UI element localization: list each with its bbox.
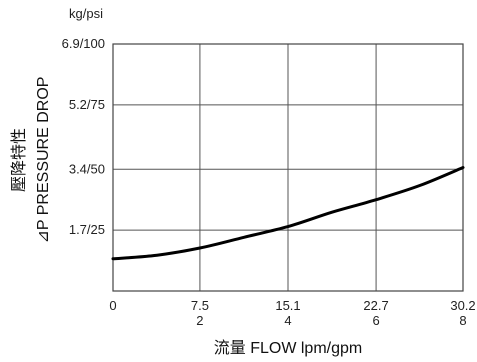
y-tick-label-3: 6.9/100 bbox=[62, 36, 105, 51]
y-tick-label-1: 3.4/50 bbox=[69, 161, 105, 176]
series-line-0 bbox=[111, 166, 465, 261]
y-axis-title-group: 壓降特性 ⊿P PRESSURE DROP bbox=[10, 77, 52, 244]
x-tick-label-gpm-4: 8 bbox=[459, 313, 466, 328]
x-tick-label-lpm-0: 0 bbox=[109, 298, 116, 313]
y-axis-title-cjk: 壓降特性 bbox=[10, 128, 28, 192]
x-tick-label-gpm-1: 2 bbox=[196, 313, 203, 328]
curve-layer bbox=[111, 166, 465, 261]
x-tick-label-gpm-3: 6 bbox=[372, 313, 379, 328]
y-tick-labels: 1.7/25 3.4/50 5.2/75 6.9/100 bbox=[62, 36, 105, 237]
x-tick-labels: 0 7.52 15.14 22.76 30.28 bbox=[109, 298, 475, 328]
x-tick-label-lpm-2: 15.1 bbox=[275, 298, 300, 313]
y-tick-label-2: 5.2/75 bbox=[69, 97, 105, 112]
y-tick-label-0: 1.7/25 bbox=[69, 222, 105, 237]
y-axis-title: ⊿P PRESSURE DROP bbox=[35, 77, 52, 244]
x-tick-label-lpm-4: 30.2 bbox=[450, 298, 475, 313]
x-tick-label-gpm-2: 4 bbox=[284, 313, 291, 328]
y-unit-label: kg/psi bbox=[69, 6, 103, 21]
x-axis-title: 流量 FLOW lpm/gpm bbox=[214, 339, 362, 357]
x-tick-label-lpm-1: 7.5 bbox=[191, 298, 209, 313]
x-tick-label-lpm-3: 22.7 bbox=[363, 298, 388, 313]
